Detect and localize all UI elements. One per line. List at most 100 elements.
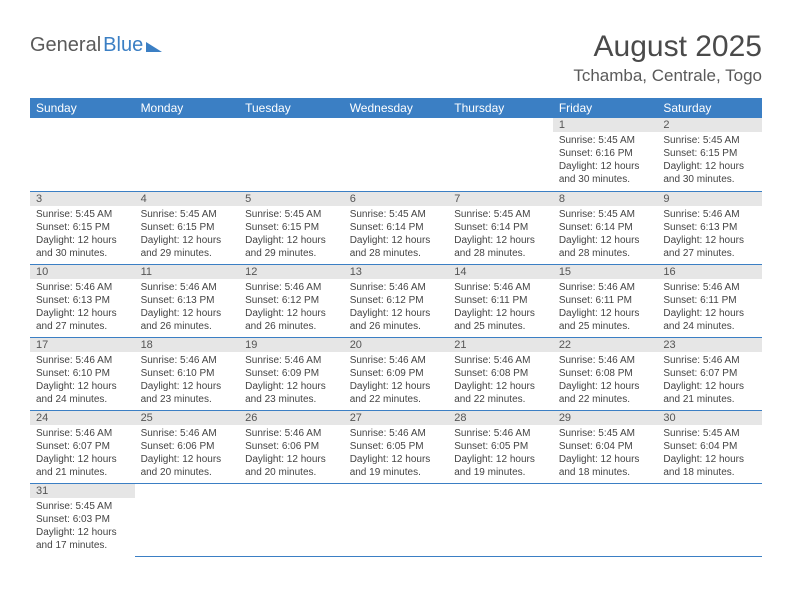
calendar-cell: 7Sunrise: 5:45 AMSunset: 6:14 PMDaylight… [448, 191, 553, 264]
day-details: Sunrise: 5:46 AMSunset: 6:13 PMDaylight:… [30, 279, 135, 337]
calendar-cell: 22Sunrise: 5:46 AMSunset: 6:08 PMDayligh… [553, 337, 658, 410]
calendar-cell [135, 118, 240, 191]
calendar-cell: 15Sunrise: 5:46 AMSunset: 6:11 PMDayligh… [553, 264, 658, 337]
day-details: Sunrise: 5:46 AMSunset: 6:12 PMDaylight:… [344, 279, 449, 337]
calendar-cell: 19Sunrise: 5:46 AMSunset: 6:09 PMDayligh… [239, 337, 344, 410]
calendar-cell [239, 483, 344, 556]
day-number: 23 [657, 338, 762, 352]
day-details: Sunrise: 5:46 AMSunset: 6:12 PMDaylight:… [239, 279, 344, 337]
day-details: Sunrise: 5:46 AMSunset: 6:10 PMDaylight:… [30, 352, 135, 410]
day-header-row: SundayMondayTuesdayWednesdayThursdayFrid… [30, 98, 762, 118]
day-details: Sunrise: 5:46 AMSunset: 6:13 PMDaylight:… [657, 206, 762, 264]
calendar-cell: 2Sunrise: 5:45 AMSunset: 6:15 PMDaylight… [657, 118, 762, 191]
day-details: Sunrise: 5:45 AMSunset: 6:15 PMDaylight:… [239, 206, 344, 264]
brand-triangle-icon [146, 42, 162, 52]
day-number: 19 [239, 338, 344, 352]
calendar-cell: 17Sunrise: 5:46 AMSunset: 6:10 PMDayligh… [30, 337, 135, 410]
day-details: Sunrise: 5:46 AMSunset: 6:10 PMDaylight:… [135, 352, 240, 410]
calendar-cell: 3Sunrise: 5:45 AMSunset: 6:15 PMDaylight… [30, 191, 135, 264]
day-number: 24 [30, 411, 135, 425]
day-number: 12 [239, 265, 344, 279]
day-header: Monday [135, 98, 240, 118]
calendar-week: 24Sunrise: 5:46 AMSunset: 6:07 PMDayligh… [30, 410, 762, 483]
calendar-cell [553, 483, 658, 556]
calendar-cell [30, 118, 135, 191]
day-details: Sunrise: 5:46 AMSunset: 6:09 PMDaylight:… [344, 352, 449, 410]
calendar-week: 1Sunrise: 5:45 AMSunset: 6:16 PMDaylight… [30, 118, 762, 191]
day-number: 7 [448, 192, 553, 206]
calendar-cell: 28Sunrise: 5:46 AMSunset: 6:05 PMDayligh… [448, 410, 553, 483]
calendar-cell: 30Sunrise: 5:45 AMSunset: 6:04 PMDayligh… [657, 410, 762, 483]
day-details: Sunrise: 5:46 AMSunset: 6:09 PMDaylight:… [239, 352, 344, 410]
month-title: August 2025 [573, 30, 762, 64]
day-details: Sunrise: 5:46 AMSunset: 6:05 PMDaylight:… [448, 425, 553, 483]
day-number: 16 [657, 265, 762, 279]
day-details: Sunrise: 5:46 AMSunset: 6:06 PMDaylight:… [239, 425, 344, 483]
day-details: Sunrise: 5:46 AMSunset: 6:07 PMDaylight:… [30, 425, 135, 483]
day-details: Sunrise: 5:46 AMSunset: 6:06 PMDaylight:… [135, 425, 240, 483]
day-details: Sunrise: 5:45 AMSunset: 6:14 PMDaylight:… [344, 206, 449, 264]
day-details: Sunrise: 5:46 AMSunset: 6:08 PMDaylight:… [553, 352, 658, 410]
day-header: Thursday [448, 98, 553, 118]
day-header: Sunday [30, 98, 135, 118]
day-details: Sunrise: 5:45 AMSunset: 6:15 PMDaylight:… [135, 206, 240, 264]
calendar-cell: 10Sunrise: 5:46 AMSunset: 6:13 PMDayligh… [30, 264, 135, 337]
day-number: 11 [135, 265, 240, 279]
day-number: 5 [239, 192, 344, 206]
day-number: 18 [135, 338, 240, 352]
day-number: 15 [553, 265, 658, 279]
calendar-cell: 20Sunrise: 5:46 AMSunset: 6:09 PMDayligh… [344, 337, 449, 410]
day-number: 8 [553, 192, 658, 206]
calendar-cell: 14Sunrise: 5:46 AMSunset: 6:11 PMDayligh… [448, 264, 553, 337]
day-number: 14 [448, 265, 553, 279]
day-details: Sunrise: 5:46 AMSunset: 6:05 PMDaylight:… [344, 425, 449, 483]
day-number: 26 [239, 411, 344, 425]
title-block: August 2025 Tchamba, Centrale, Togo [573, 30, 762, 86]
day-number: 30 [657, 411, 762, 425]
calendar-body: 1Sunrise: 5:45 AMSunset: 6:16 PMDaylight… [30, 118, 762, 556]
day-number: 27 [344, 411, 449, 425]
day-header: Saturday [657, 98, 762, 118]
calendar-cell [448, 118, 553, 191]
day-details: Sunrise: 5:46 AMSunset: 6:11 PMDaylight:… [448, 279, 553, 337]
calendar-week: 3Sunrise: 5:45 AMSunset: 6:15 PMDaylight… [30, 191, 762, 264]
calendar-cell: 31Sunrise: 5:45 AMSunset: 6:03 PMDayligh… [30, 483, 135, 556]
day-number: 28 [448, 411, 553, 425]
calendar-week: 10Sunrise: 5:46 AMSunset: 6:13 PMDayligh… [30, 264, 762, 337]
day-number: 6 [344, 192, 449, 206]
calendar-cell: 4Sunrise: 5:45 AMSunset: 6:15 PMDaylight… [135, 191, 240, 264]
day-number: 20 [344, 338, 449, 352]
calendar-cell: 29Sunrise: 5:45 AMSunset: 6:04 PMDayligh… [553, 410, 658, 483]
day-details: Sunrise: 5:45 AMSunset: 6:14 PMDaylight:… [553, 206, 658, 264]
day-number: 1 [553, 118, 658, 132]
day-details: Sunrise: 5:45 AMSunset: 6:04 PMDaylight:… [553, 425, 658, 483]
calendar-cell: 25Sunrise: 5:46 AMSunset: 6:06 PMDayligh… [135, 410, 240, 483]
calendar-cell [344, 483, 449, 556]
day-details: Sunrise: 5:45 AMSunset: 6:15 PMDaylight:… [30, 206, 135, 264]
day-number: 21 [448, 338, 553, 352]
day-number: 2 [657, 118, 762, 132]
calendar-cell: 6Sunrise: 5:45 AMSunset: 6:14 PMDaylight… [344, 191, 449, 264]
calendar-table: SundayMondayTuesdayWednesdayThursdayFrid… [30, 98, 762, 557]
calendar-cell: 12Sunrise: 5:46 AMSunset: 6:12 PMDayligh… [239, 264, 344, 337]
calendar-cell [448, 483, 553, 556]
day-details: Sunrise: 5:46 AMSunset: 6:11 PMDaylight:… [657, 279, 762, 337]
day-details: Sunrise: 5:45 AMSunset: 6:03 PMDaylight:… [30, 498, 135, 556]
header: GeneralBlue August 2025 Tchamba, Central… [30, 30, 762, 86]
calendar-cell: 27Sunrise: 5:46 AMSunset: 6:05 PMDayligh… [344, 410, 449, 483]
day-number: 17 [30, 338, 135, 352]
calendar-week: 17Sunrise: 5:46 AMSunset: 6:10 PMDayligh… [30, 337, 762, 410]
day-header: Wednesday [344, 98, 449, 118]
calendar-cell: 13Sunrise: 5:46 AMSunset: 6:12 PMDayligh… [344, 264, 449, 337]
calendar-cell: 23Sunrise: 5:46 AMSunset: 6:07 PMDayligh… [657, 337, 762, 410]
day-header: Tuesday [239, 98, 344, 118]
day-number: 29 [553, 411, 658, 425]
calendar-cell: 18Sunrise: 5:46 AMSunset: 6:10 PMDayligh… [135, 337, 240, 410]
brand-text-2: Blue [103, 34, 143, 57]
calendar-cell [657, 483, 762, 556]
day-number: 10 [30, 265, 135, 279]
calendar-week: 31Sunrise: 5:45 AMSunset: 6:03 PMDayligh… [30, 483, 762, 556]
calendar-cell: 11Sunrise: 5:46 AMSunset: 6:13 PMDayligh… [135, 264, 240, 337]
day-number: 25 [135, 411, 240, 425]
calendar-cell: 5Sunrise: 5:45 AMSunset: 6:15 PMDaylight… [239, 191, 344, 264]
